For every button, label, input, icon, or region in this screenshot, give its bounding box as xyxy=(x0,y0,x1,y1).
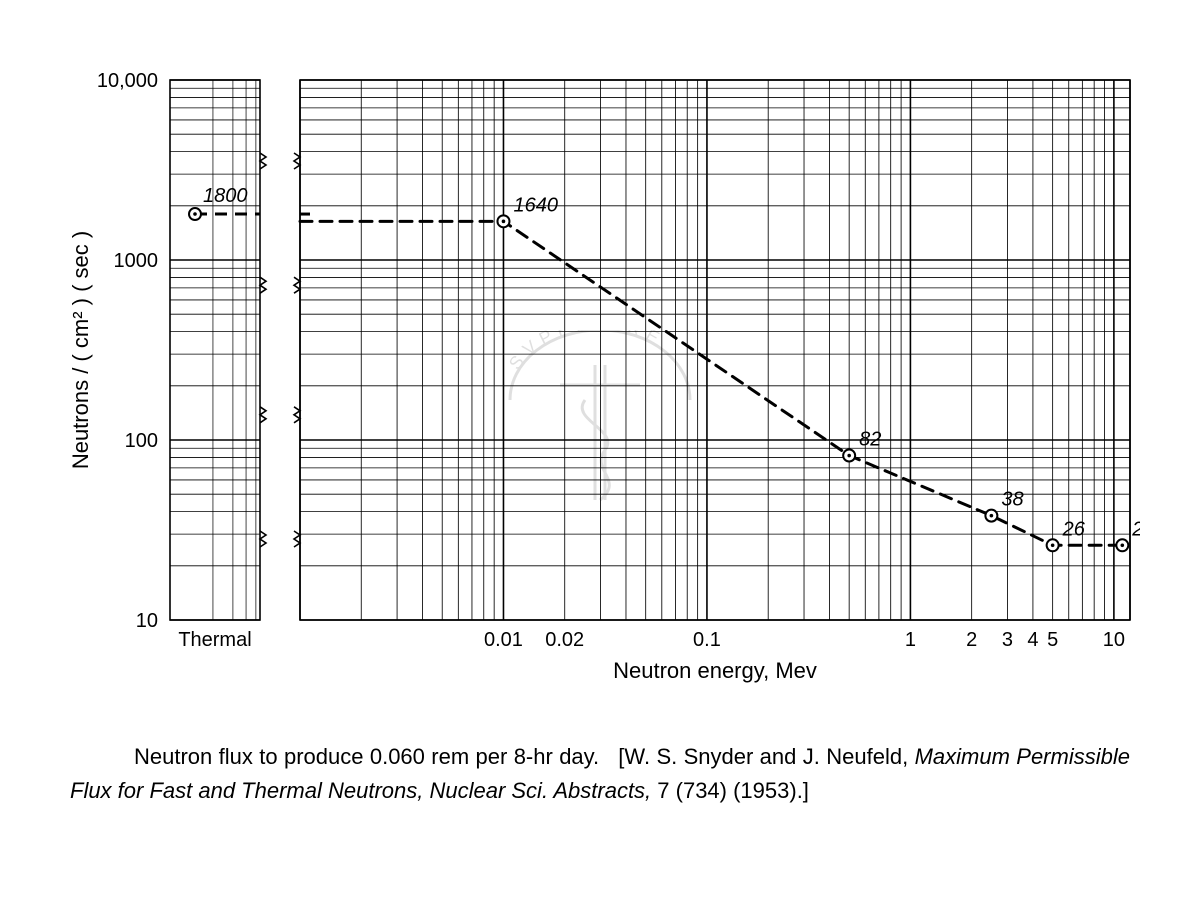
svg-text:10: 10 xyxy=(136,610,158,632)
svg-text:26: 26 xyxy=(1062,518,1086,540)
svg-text:2: 2 xyxy=(966,629,977,651)
svg-text:1000: 1000 xyxy=(114,250,159,272)
figure-caption: Neutron flux to produce 0.060 rem per 8-… xyxy=(70,740,1130,808)
svg-text:Neutrons / ( cm² ) ( sec ): Neutrons / ( cm² ) ( sec ) xyxy=(68,231,93,469)
svg-text:1640: 1640 xyxy=(513,194,558,216)
svg-text:5: 5 xyxy=(1047,629,1058,651)
svg-text:0.01: 0.01 xyxy=(484,629,523,651)
svg-text:82: 82 xyxy=(859,429,881,451)
svg-text:0.1: 0.1 xyxy=(693,629,721,651)
caption-lead: Neutron flux to produce 0.060 rem per 8-… xyxy=(134,744,599,769)
svg-text:38: 38 xyxy=(1001,489,1023,511)
neutron-flux-chart: 10 100 1000 10,000 Neutrons / ( cm² ) ( sec … xyxy=(60,60,1140,700)
caption-authors: W. S. Snyder and J. Neufeld, xyxy=(624,744,908,769)
svg-text:Thermal: Thermal xyxy=(178,629,251,651)
caption-tail: 7 (734) (1953).] xyxy=(651,778,809,803)
svg-text:4: 4 xyxy=(1027,629,1038,651)
svg-text:0.02: 0.02 xyxy=(545,629,584,651)
svg-text:3: 3 xyxy=(1002,629,1013,651)
svg-text:100: 100 xyxy=(125,430,158,452)
svg-text:26: 26 xyxy=(1131,518,1140,540)
svg-text:1800: 1800 xyxy=(203,185,248,207)
svg-text:10: 10 xyxy=(1103,629,1125,651)
svg-text:10,000: 10,000 xyxy=(97,70,158,92)
page-root: 10 100 1000 10,000 Neutrons / ( cm² ) ( sec … xyxy=(0,0,1200,900)
svg-text:1: 1 xyxy=(905,629,916,651)
svg-text:Neutron energy, Mev: Neutron energy, Mev xyxy=(613,658,817,683)
